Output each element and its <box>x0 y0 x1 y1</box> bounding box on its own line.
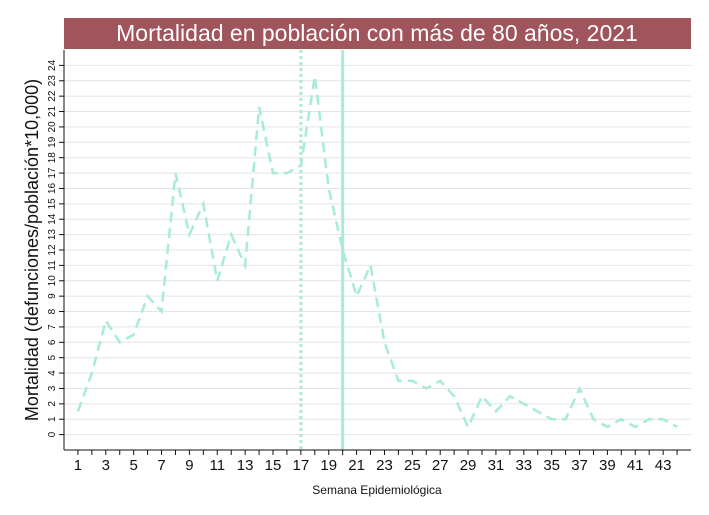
y-tick-label: 21 <box>47 106 58 118</box>
series <box>76 76 678 430</box>
y-tick-label: 23 <box>47 75 58 87</box>
x-tick-label: 39 <box>599 457 616 474</box>
x-tick-label: 29 <box>460 457 477 474</box>
x-tick-label: 7 <box>157 457 165 474</box>
y-tick-label: 7 <box>47 324 58 330</box>
y-tick-label: 19 <box>47 136 58 148</box>
x-tick-label: 43 <box>655 457 672 474</box>
y-tick-label: 6 <box>47 339 58 345</box>
y-axis-label: Mortalidad (defunciones/población*10,000… <box>22 79 42 421</box>
y-tick-label: 9 <box>47 293 58 299</box>
reference-lines <box>299 50 345 450</box>
x-axis-ticks: 1 3 5 7 9 11 13 15 17 19 21 23 25 27 29 31 33 35 37 39 41 43 <box>74 450 678 474</box>
y-tick-label: 17 <box>47 167 58 179</box>
x-tick-label: 19 <box>320 457 337 474</box>
x-tick-label: 5 <box>129 457 137 474</box>
y-tick-label: 14 <box>47 213 58 225</box>
title-bar <box>64 18 691 49</box>
x-tick-label: 13 <box>237 457 254 474</box>
x-tick-label: 9 <box>185 457 193 474</box>
y-tick-label: 5 <box>47 354 58 360</box>
x-axis-label: Semana Epidemiológica <box>312 483 442 497</box>
x-tick-label: 21 <box>348 457 365 474</box>
x-tick-label: 35 <box>543 457 560 474</box>
x-tick-label: 1 <box>74 457 82 474</box>
x-tick-label: 33 <box>515 457 532 474</box>
x-tick-label: 3 <box>102 457 110 474</box>
y-tick-label: 16 <box>47 182 58 194</box>
x-tick-label: 25 <box>404 457 421 474</box>
y-tick-label: 4 <box>47 370 58 376</box>
y-tick-label: 20 <box>47 121 58 133</box>
series-line <box>76 76 678 430</box>
y-tick-label: 8 <box>47 308 58 314</box>
x-tick-label: 11 <box>209 457 225 474</box>
grid <box>64 64 691 436</box>
x-tick-label: 15 <box>265 457 282 474</box>
y-tick-label: 22 <box>47 90 58 102</box>
y-tick-label: 11 <box>47 260 58 271</box>
x-tick-label: 37 <box>571 457 588 474</box>
y-tick-label: 1 <box>47 416 58 422</box>
y-tick-label: 3 <box>47 385 58 391</box>
y-tick-label: 2 <box>47 401 58 407</box>
y-tick-label: 13 <box>47 229 58 241</box>
y-tick-label: 12 <box>47 244 58 256</box>
y-tick-label: 18 <box>47 152 58 164</box>
x-tick-label: 23 <box>376 457 393 474</box>
x-tick-label: 27 <box>432 457 449 474</box>
chart-title: Mortalidad en población con más de 80 añ… <box>116 20 638 46</box>
y-tick-label: 24 <box>47 59 58 71</box>
x-tick-label: 17 <box>293 457 310 474</box>
x-tick-label: 41 <box>627 457 644 474</box>
y-tick-label: 0 <box>47 431 58 437</box>
y-tick-label: 10 <box>47 275 58 287</box>
y-tick-label: 15 <box>47 198 58 210</box>
x-tick-label: 31 <box>488 457 505 474</box>
